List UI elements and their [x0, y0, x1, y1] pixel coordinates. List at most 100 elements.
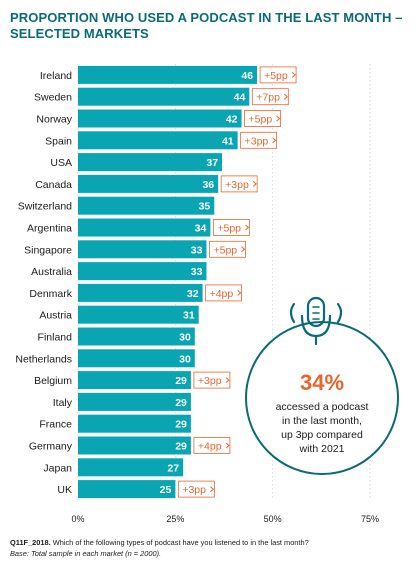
change-arrow-icon	[276, 115, 281, 122]
change-arrow-icon	[225, 442, 230, 449]
category-label: Switzerland	[18, 201, 72, 213]
category-label: Australia	[31, 266, 72, 278]
bar-value-label: 32	[187, 288, 199, 300]
change-label: +3pp	[225, 179, 249, 191]
bar	[78, 349, 195, 368]
bar	[78, 392, 191, 411]
change-label: +5pp	[213, 244, 237, 256]
bar-value-label: 41	[222, 135, 234, 147]
bar-value-label: 36	[202, 179, 214, 191]
category-label: Spain	[45, 135, 72, 147]
bar	[78, 327, 195, 346]
callout-value: 34%	[300, 370, 344, 395]
bar	[78, 262, 207, 281]
bar	[78, 65, 258, 84]
bar-value-label: 29	[175, 375, 187, 387]
category-label: Finland	[38, 332, 73, 344]
bar-value-label: 33	[191, 244, 203, 256]
change-label: +4pp	[210, 288, 234, 300]
bar	[78, 196, 215, 215]
category-label: Canada	[35, 179, 72, 191]
change-box	[193, 437, 231, 454]
change-label: +3pp	[182, 484, 206, 496]
callout-text-line: in the last month,	[282, 415, 362, 427]
category-label: Belgium	[34, 375, 72, 387]
bar	[78, 414, 191, 433]
bar	[78, 305, 199, 324]
bar-value-label: 25	[160, 484, 172, 496]
x-tick-label: 50%	[264, 514, 282, 524]
bar-value-label: 46	[241, 70, 253, 82]
bar-value-label: 34	[195, 223, 207, 235]
change-label: +4pp	[198, 441, 222, 453]
bar-value-label: 27	[167, 462, 179, 474]
bar	[78, 87, 250, 106]
bar-value-label: 29	[175, 441, 187, 453]
bar	[78, 480, 176, 499]
change-box	[240, 131, 278, 149]
change-box	[193, 371, 231, 389]
bar-value-label: 30	[179, 332, 191, 344]
bar	[78, 371, 191, 390]
x-tick-label: 0%	[71, 514, 84, 524]
change-arrow-icon	[237, 290, 242, 296]
bar-value-label: 31	[183, 310, 195, 322]
change-label: +5pp	[264, 70, 288, 82]
bar-value-label: 44	[234, 92, 246, 104]
change-arrow-icon	[245, 224, 250, 231]
change-box	[251, 88, 289, 106]
bar	[78, 131, 238, 150]
chart-title-line-2: SELECTED MARKETS	[10, 26, 149, 41]
change-box	[209, 240, 246, 258]
change-label: +3pp	[245, 135, 269, 147]
bar	[78, 240, 207, 259]
bar-value-label: 37	[206, 157, 218, 169]
question-note: Q11F_2018. Which of the following types …	[10, 537, 410, 548]
change-arrow-icon	[241, 246, 246, 253]
category-label: Japan	[43, 462, 72, 474]
change-arrow-icon	[283, 93, 289, 100]
question-code: Q11F_2018.	[10, 538, 51, 547]
bar	[78, 174, 219, 193]
bar	[78, 283, 203, 302]
change-box	[212, 219, 250, 236]
category-label: Germany	[29, 441, 73, 453]
callout-text-line: accessed a podcast	[276, 401, 369, 413]
category-label: France	[39, 419, 72, 431]
category-label: Argentina	[27, 223, 72, 235]
category-label: Netherlands	[15, 353, 72, 365]
callout-text-line: with 2021	[299, 443, 345, 455]
category-label: Italy	[53, 397, 73, 409]
bar	[78, 436, 191, 455]
chart-title: PROPORTION WHO USED A PODCAST IN THE LAS…	[10, 10, 406, 42]
bar	[78, 218, 211, 237]
bar-value-label: 29	[175, 397, 187, 409]
change-box	[205, 284, 242, 302]
change-arrow-icon	[225, 377, 230, 383]
category-label: Ireland	[40, 70, 72, 82]
bar	[78, 458, 184, 477]
bar-value-label: 33	[191, 266, 203, 278]
category-label: Norway	[36, 114, 72, 126]
x-tick-label: 25%	[166, 514, 184, 524]
category-label: Denmark	[29, 288, 72, 300]
change-arrow-icon	[272, 137, 277, 144]
x-tick-label: 75%	[361, 514, 379, 524]
change-label: +3pp	[198, 375, 222, 387]
bar-value-label: 35	[199, 201, 211, 213]
question-text: Which of the following types of podcast …	[50, 538, 309, 547]
change-arrow-icon	[252, 181, 257, 187]
category-label: Austria	[39, 310, 72, 322]
bar	[78, 153, 223, 172]
change-box	[220, 175, 258, 193]
chart-title-line-1: PROPORTION WHO USED A PODCAST IN THE LAS…	[10, 10, 403, 25]
change-box	[177, 480, 215, 498]
bar-value-label: 29	[175, 419, 187, 431]
change-label: +7pp	[256, 92, 280, 104]
change-label: +5pp	[217, 223, 241, 235]
bar-value-label: 30	[179, 353, 191, 365]
change-box	[259, 66, 297, 84]
change-arrow-icon	[210, 486, 215, 492]
callout-text-line: up 3pp compared	[281, 429, 363, 441]
